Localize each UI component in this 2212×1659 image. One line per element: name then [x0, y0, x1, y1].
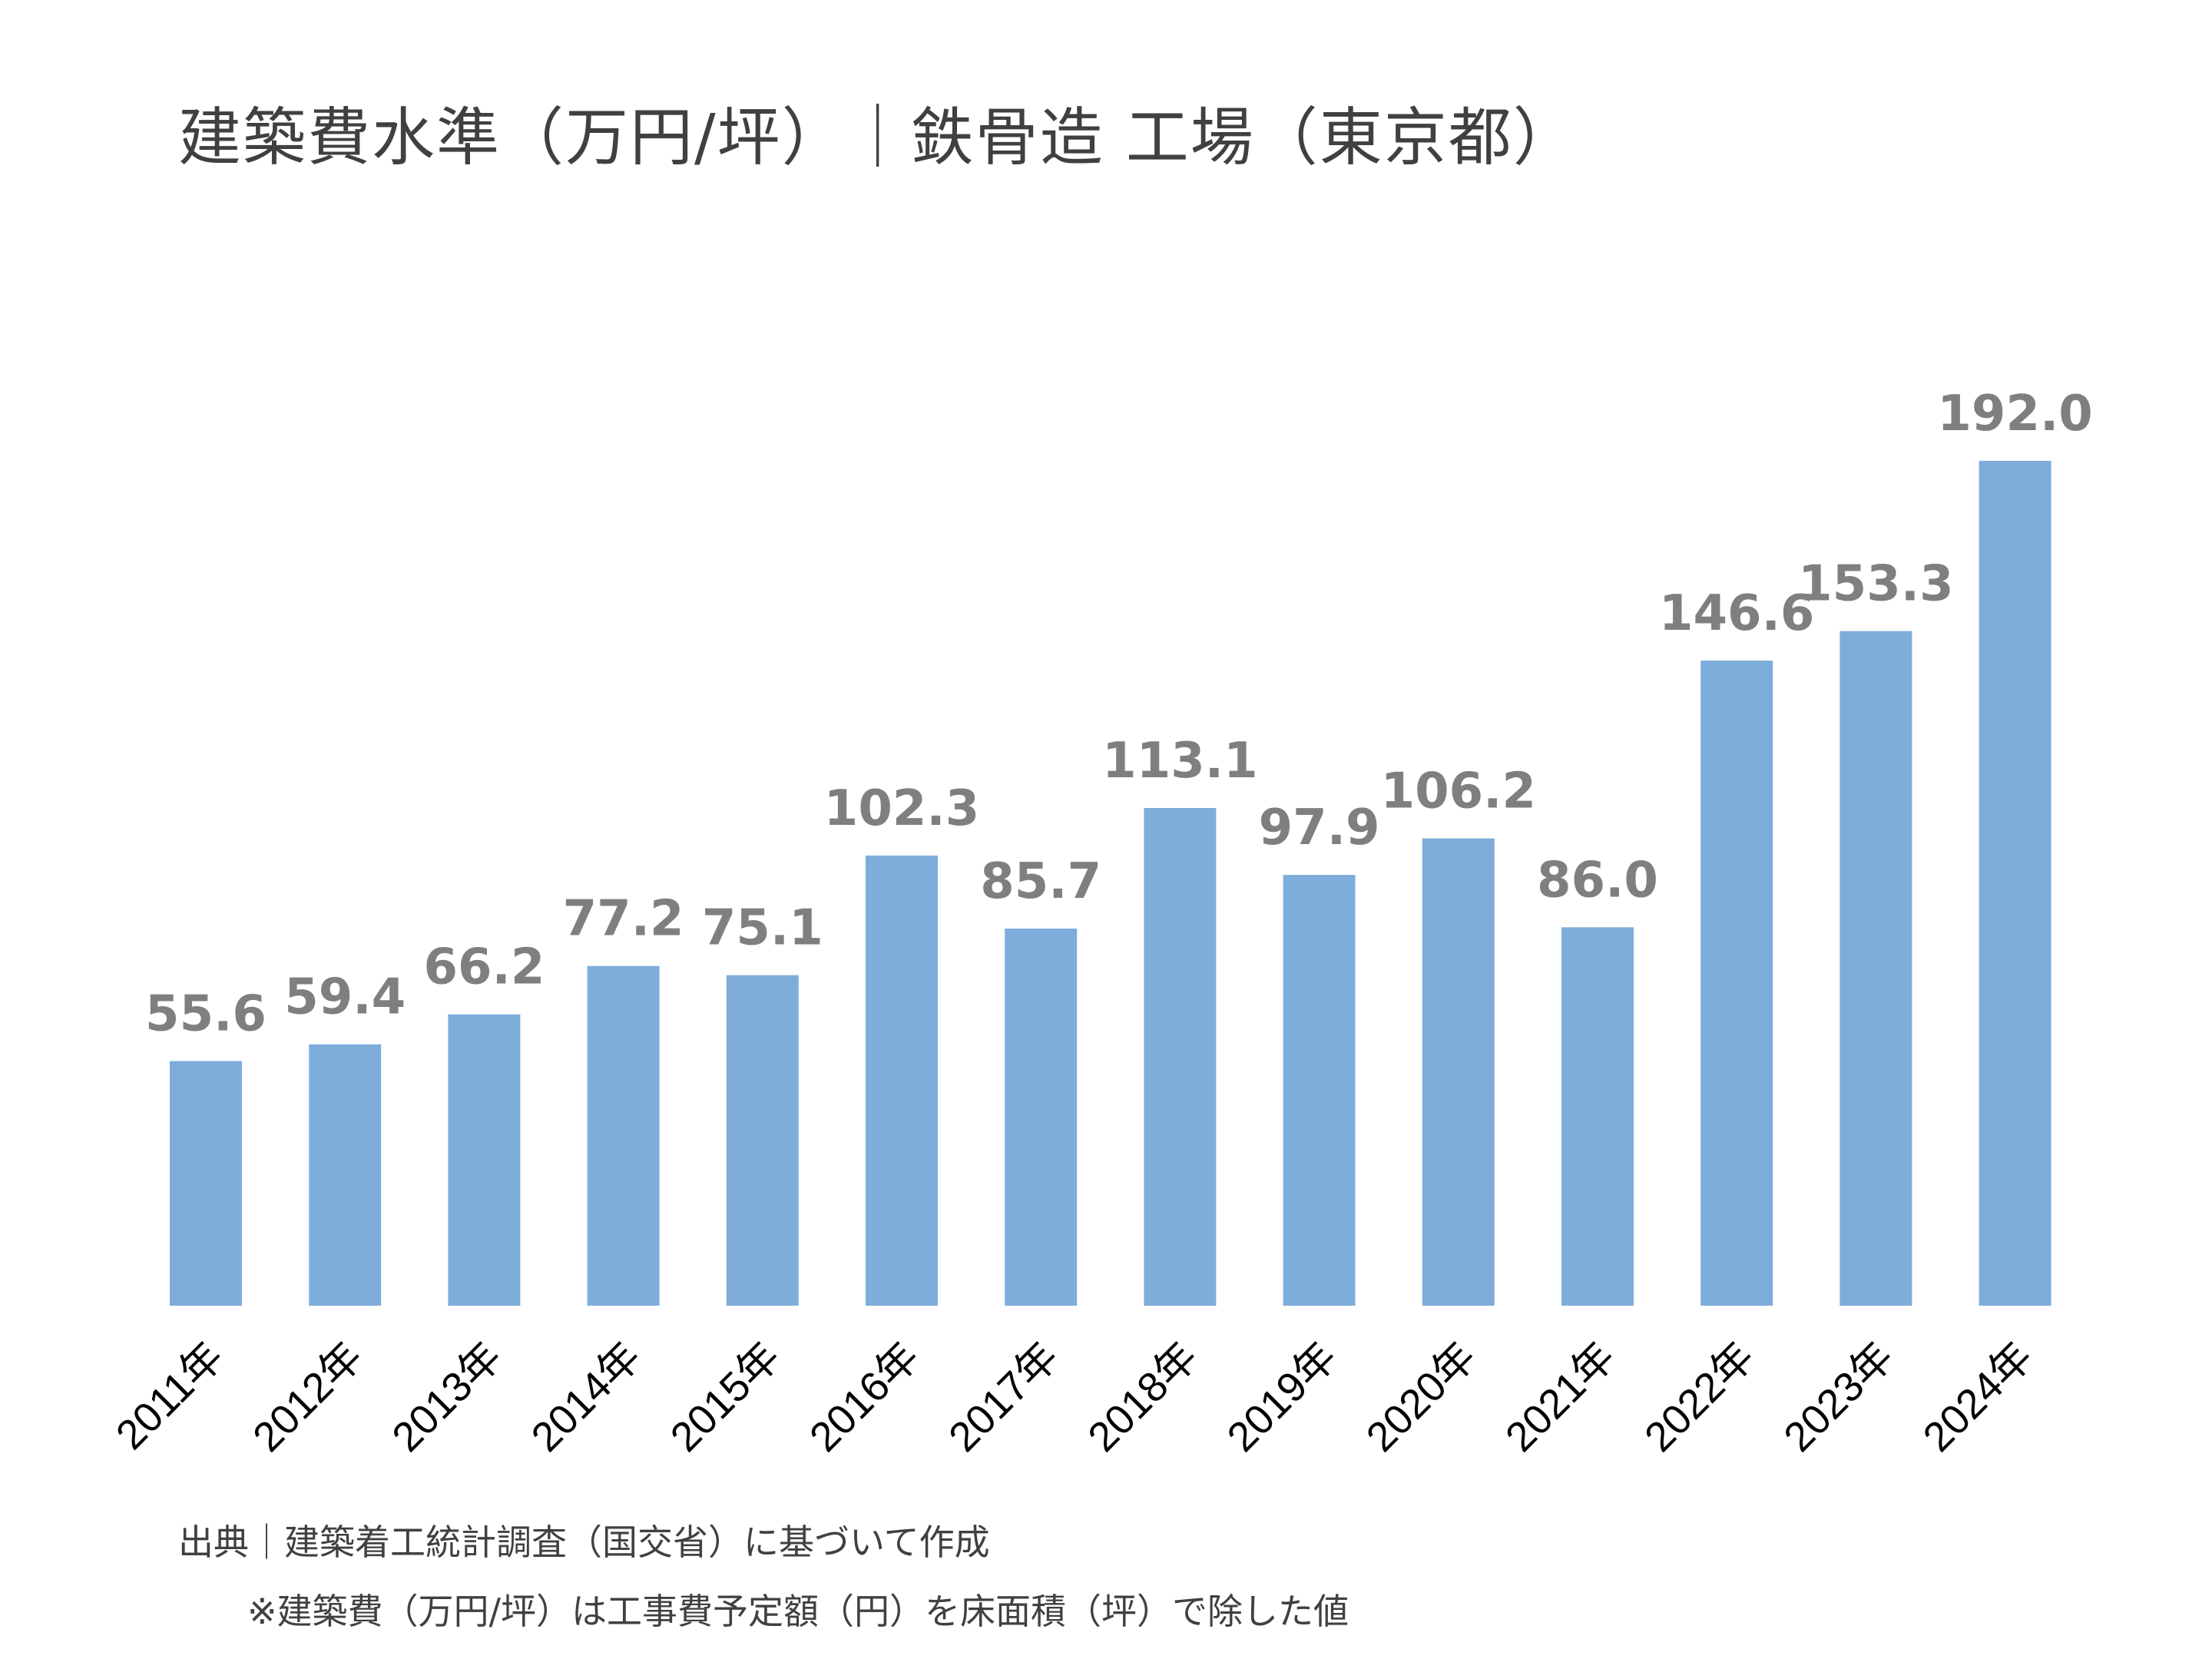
data-label-2024年: 192.0: [1937, 386, 2092, 442]
data-label-2018年: 113.1: [1102, 733, 1257, 790]
data-label-2012年: 59.4: [284, 969, 406, 1026]
chart-title: 建築費水準（万円/坪）｜鉄骨造 工場（東京都）: [178, 101, 1578, 174]
bar-2012年: [309, 1044, 382, 1306]
x-tick-label-2015年: 2015年: [662, 1333, 790, 1461]
data-label-2023年: 153.3: [1798, 556, 1953, 613]
bars-group: [170, 461, 2051, 1306]
data-label-2013年: 66.2: [423, 939, 545, 996]
bar-2015年: [726, 975, 799, 1306]
data-label-2016年: 102.3: [824, 780, 979, 837]
data-label-2022年: 146.6: [1659, 585, 1814, 642]
x-tick-label-2017年: 2017年: [940, 1333, 1068, 1461]
data-label-2021年: 86.0: [1537, 852, 1658, 909]
bar-2020年: [1422, 838, 1495, 1306]
x-tick-label-2011年: 2011年: [108, 1333, 233, 1459]
bar-2022年: [1700, 661, 1773, 1306]
x-tick-label-2021年: 2021年: [1497, 1333, 1624, 1461]
x-tick-label-2013年: 2013年: [383, 1333, 511, 1461]
x-tick-label-2023年: 2023年: [1775, 1333, 1902, 1461]
x-tick-label-2016年: 2016年: [801, 1333, 929, 1461]
bar-2011年: [170, 1061, 242, 1306]
bar-2014年: [587, 965, 660, 1306]
definition-note: ※建築費（万円/坪）は工事費予定額（円）を床面積（坪）で除した値: [247, 1591, 1349, 1632]
x-tick-label-2020年: 2020年: [1358, 1333, 1485, 1461]
bar-2018年: [1144, 808, 1217, 1306]
data-label-2011年: 55.6: [145, 986, 267, 1043]
bar-2013年: [448, 1014, 521, 1306]
bar-2023年: [1839, 631, 1912, 1306]
data-label-2014年: 77.2: [563, 891, 684, 948]
x-tick-label-2012年: 2012年: [244, 1333, 372, 1461]
value-labels-group: 55.6 59.4 66.2 77.2 75.1 102.385.7 113.197.910…: [145, 386, 2093, 1043]
bar-2024年: [1979, 461, 2051, 1306]
bar-2016年: [866, 855, 938, 1306]
x-tick-label-2024年: 2024年: [1915, 1333, 2042, 1461]
x-tick-label-2014年: 2014年: [523, 1333, 651, 1461]
bar-2017年: [1005, 929, 1078, 1306]
data-label-2020年: 106.2: [1381, 763, 1536, 820]
x-axis-tick-labels: 2011年 2012年 2013年 2014年 2015年 2016年 2017年 2018年…: [108, 1333, 2041, 1461]
data-label-2017年: 85.7: [980, 853, 1101, 910]
data-label-2019年: 97.9: [1259, 800, 1380, 856]
data-label-2015年: 75.1: [702, 900, 823, 957]
x-tick-label-2018年: 2018年: [1079, 1333, 1207, 1461]
source-note: 出典｜建築着工統計調査（国交省）に基づいて作成: [178, 1522, 990, 1563]
bar-2019年: [1283, 875, 1356, 1306]
x-tick-label-2019年: 2019年: [1219, 1333, 1346, 1461]
x-tick-label-2022年: 2022年: [1636, 1333, 1763, 1461]
bar-2021年: [1561, 927, 1634, 1306]
